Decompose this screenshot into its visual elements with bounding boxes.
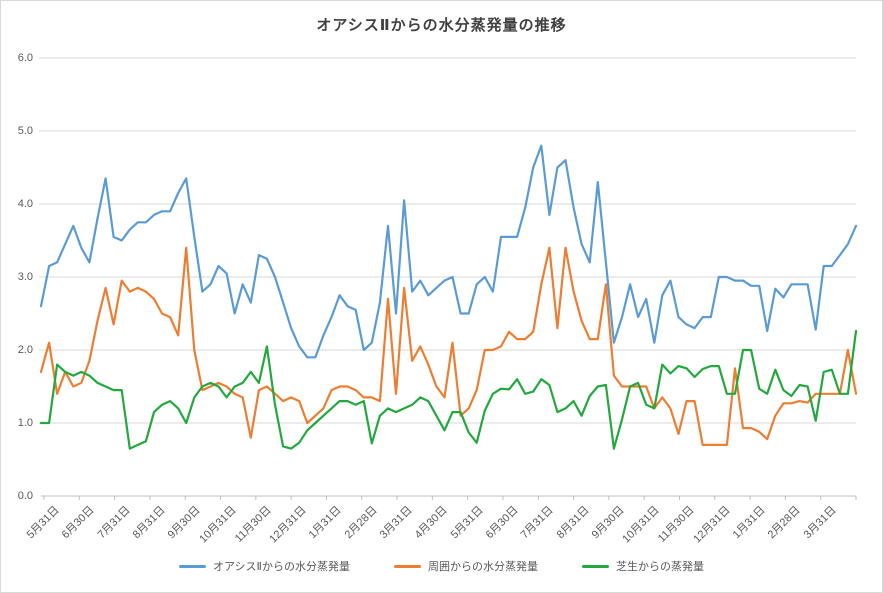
legend-label-oasis: オアシスⅡからの水分蒸発量 (213, 561, 350, 573)
legend: オアシスⅡからの水分蒸発量 周囲からの水分蒸発量 芝生からの蒸発量 (1, 558, 882, 574)
legend-item-lawn: 芝生からの蒸発量 (581, 558, 704, 574)
legend-label-lawn: 芝生からの蒸発量 (615, 561, 704, 573)
legend-swatch-oasis (179, 564, 206, 568)
legend-item-oasis: オアシスⅡからの水分蒸発量 (179, 558, 350, 574)
series-line-1 (39, 246, 858, 446)
legend-item-surroundings: 周囲からの水分蒸発量 (393, 558, 538, 574)
legend-swatch-lawn (581, 564, 609, 568)
series-line-2 (39, 329, 858, 450)
legend-label-surroundings: 周囲からの水分蒸発量 (427, 561, 538, 573)
legend-swatch-surroundings (393, 564, 421, 568)
series-line-0 (39, 144, 858, 359)
chart-title: オアシスⅡからの水分蒸発量の推移 (316, 17, 567, 34)
